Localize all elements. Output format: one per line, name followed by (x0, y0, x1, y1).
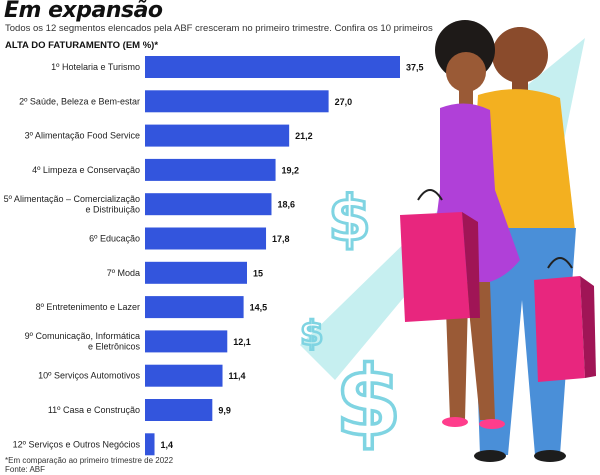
bar (145, 433, 155, 456)
bar (145, 330, 228, 353)
category-label: 3º Alimentação Food Service (25, 131, 140, 141)
value-label: 19,2 (282, 165, 300, 175)
bar (145, 227, 267, 250)
value-label: 37,5 (406, 63, 424, 73)
footnote-text: *Em comparação ao primeiro trimestre de … (5, 456, 174, 465)
source-text: Fonte: ABF (5, 465, 46, 474)
bar (145, 193, 272, 216)
value-label: 17,8 (272, 234, 290, 244)
category-label: 4º Limpeza e Conservação (32, 165, 140, 175)
chart-label: ALTA DO FATURAMENTO (EM %)* (5, 40, 159, 51)
value-label: 12,1 (233, 337, 251, 347)
category-label: 9º Comunicação, Informática (25, 331, 140, 341)
value-label: 15 (253, 268, 263, 278)
bar (145, 364, 223, 387)
bar (145, 399, 213, 421)
category-label: 11º Casa e Construção (48, 405, 140, 415)
category-label: e Distribuição (85, 204, 140, 214)
category-label: 1º Hotelaria e Turismo (51, 62, 140, 72)
page-title: Em expansão (4, 0, 163, 23)
value-label: 1,4 (161, 440, 174, 450)
category-label: 6º Educação (89, 234, 140, 244)
value-label: 9,9 (218, 406, 231, 416)
svg-text:$: $ (328, 182, 371, 255)
value-label: 21,2 (295, 131, 313, 141)
category-label: 12º Serviços e Outros Negócios (13, 439, 141, 449)
category-label: 5º Alimentação – Comercialização (4, 194, 140, 204)
bar (145, 56, 400, 78)
value-label: 18,6 (277, 200, 295, 210)
svg-text:$: $ (300, 314, 324, 354)
bar (145, 296, 244, 319)
bar (145, 261, 247, 284)
bar (145, 124, 290, 147)
value-label: 27,0 (335, 97, 353, 107)
value-label: 11,4 (229, 371, 246, 381)
category-label: e Eletrônicos (88, 342, 141, 352)
category-label: 8º Entretenimento e Lazer (36, 302, 140, 312)
value-label: 14,5 (250, 303, 268, 313)
bar (145, 90, 329, 113)
dollar-sign-icon: $ $ $ (299, 181, 404, 460)
category-label: 2º Saúde, Beleza e Bem-estar (19, 96, 140, 106)
category-label: 10º Serviços Automotivos (38, 371, 140, 381)
category-label: 7º Moda (107, 268, 140, 278)
page-subtitle: Todos os 12 segmentos elencados pela ABF… (5, 23, 433, 34)
footnote: *Em comparação ao primeiro trimestre de … (5, 456, 173, 474)
bar (145, 158, 276, 181)
shopping-bag-icon (400, 189, 596, 382)
svg-text:$: $ (335, 346, 402, 458)
